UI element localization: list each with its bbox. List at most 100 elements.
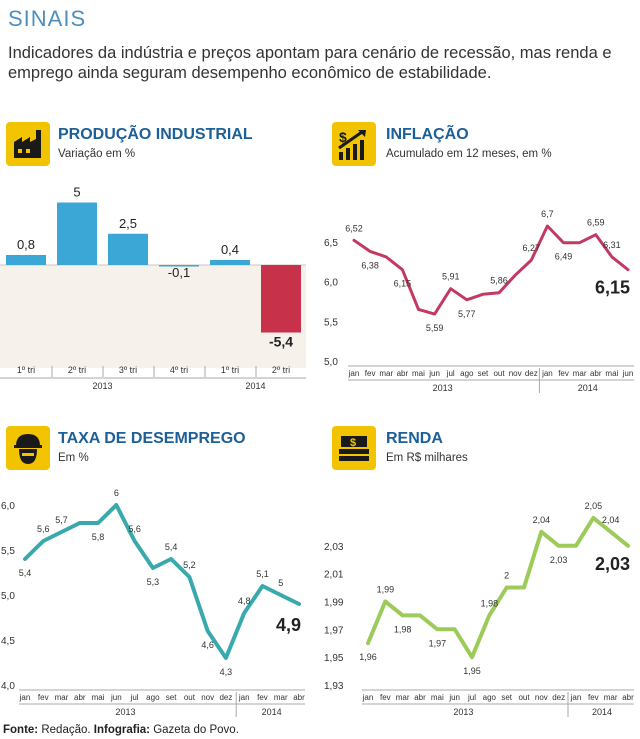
point-label-13: 6,49: [555, 252, 573, 262]
footer-source-label: Fonte:: [3, 724, 39, 736]
y-tick-label-5: 2,03: [324, 542, 344, 553]
x-tick-label-4: mai: [431, 693, 444, 702]
negative-area-bg: [0, 265, 306, 368]
x-tick-label-2: mar: [379, 369, 393, 378]
point-label-14: 2,04: [602, 515, 620, 525]
bar-label-0: 0,8: [17, 237, 35, 252]
inflacao-title: INFLAÇÃO: [386, 126, 469, 143]
x-tick-label-14: mar: [573, 369, 587, 378]
x-tick-label-8: set: [166, 693, 177, 702]
x-tick-label-5: jun: [428, 369, 440, 378]
point-label-6: 5,6: [128, 524, 141, 534]
y-tick-label-4: 2,01: [324, 570, 344, 581]
x-tick-label-9: out: [184, 693, 196, 702]
point-label-2: 5,7: [55, 515, 68, 525]
desemprego-subtitle: Em %: [58, 452, 89, 464]
point-label-5: 6: [114, 488, 119, 498]
x-tick-label-0: jan: [348, 369, 360, 378]
x-tick-label-2: mar: [396, 693, 410, 702]
x-tick-label-1: fev: [380, 693, 391, 702]
category-label-3: 4º tri: [170, 365, 188, 375]
point-label-14: 5: [278, 578, 283, 588]
desemprego-chart: 4,0 4,5 5,0 5,5 6,0 5,4 5,6 5,7 5,8 6 5,6 5,3 5,4 5,2…: [1, 488, 305, 717]
point-label-8: 5,4: [165, 542, 178, 552]
x-tick-label-12: jan: [541, 369, 553, 378]
svg-text:$: $: [339, 129, 347, 145]
point-label-4: 5,8: [92, 532, 105, 542]
point-label-1: 1,99: [377, 584, 395, 594]
x-tick-label-9: out: [493, 369, 505, 378]
x-tick-label-0: jan: [19, 693, 31, 702]
y-tick-label-2: 6,0: [324, 278, 338, 289]
category-label-0: 1º tri: [17, 365, 35, 375]
y-tick-label-3: 1,99: [324, 597, 344, 608]
point-label-11: 6,27: [523, 243, 541, 253]
bar-5: [261, 265, 301, 333]
x-tick-label-13: fev: [588, 693, 599, 702]
point-label-11: 4,3: [220, 667, 233, 677]
money-stack-icon: $: [332, 426, 376, 470]
producao-title: PRODUÇÃO INDUSTRIAL: [58, 126, 253, 143]
x-tick-label-16: mai: [605, 369, 618, 378]
point-label-16: 6,31: [603, 240, 621, 250]
point-label-1: 6,38: [361, 260, 379, 270]
point-label-9: 5,86: [490, 276, 508, 286]
year-label-1: 2014: [262, 707, 282, 717]
bar-4: [210, 260, 250, 265]
y-tick-label-3: 6,5: [324, 238, 338, 249]
year-label-1: 2014: [245, 381, 265, 391]
year-label-0: 2013: [115, 707, 135, 717]
x-tick-label-3: abr: [397, 369, 409, 378]
category-label-2: 3º tri: [119, 365, 137, 375]
x-tick-label-5: jun: [110, 693, 122, 702]
y-tick-label-1: 5,5: [324, 317, 338, 328]
x-tick-label-14: mar: [274, 693, 288, 702]
x-tick-label-9: out: [518, 693, 530, 702]
x-tick-label-10: nov: [535, 693, 548, 702]
point-label-7: 1,98: [481, 598, 499, 608]
y-tick-label-1: 4,5: [1, 636, 15, 647]
x-tick-label-8: set: [501, 693, 512, 702]
x-tick-label-7: ago: [146, 693, 160, 702]
factory-icon: [6, 122, 50, 166]
year-label-0: 2013: [453, 707, 473, 717]
point-label-10: 2,04: [533, 515, 551, 525]
x-tick-label-10: nov: [201, 693, 214, 702]
point-label-8: 2: [504, 571, 509, 581]
x-tick-label-5: jun: [448, 693, 460, 702]
bar-label-5: -5,4: [269, 334, 293, 350]
point-label-15: 6,59: [587, 218, 605, 228]
year-label-0: 2013: [92, 381, 112, 391]
point-label-10: 4,6: [201, 640, 214, 650]
x-tick-label-1: fev: [38, 693, 49, 702]
point-label-6: 5,91: [442, 272, 460, 282]
inflacao-chart: 5,0 5,5 6,0 6,5 6,52 6,38 6,15 5,59 5,91 5,77 5,86…: [324, 209, 634, 393]
page-subtitle: Indicadores da indústria e preços aponta…: [8, 44, 612, 82]
bar-2: [108, 233, 148, 265]
series-line: [352, 224, 630, 316]
x-tick-label-15: abr: [622, 693, 634, 702]
point-label-0: 1,96: [359, 652, 377, 662]
bar-3: [159, 265, 199, 267]
svg-text:$: $: [350, 437, 356, 449]
x-tick-label-6: jul: [467, 693, 476, 702]
category-label-4: 1º tri: [221, 365, 239, 375]
x-tick-label-4: mai: [92, 693, 105, 702]
y-tick-label-3: 5,5: [1, 546, 15, 557]
year-label-0: 2013: [433, 383, 453, 393]
point-label-7: 5,77: [458, 309, 476, 319]
worker-helmet-icon: [6, 426, 50, 470]
y-tick-label-4: 6,0: [1, 501, 15, 512]
series-line: [23, 503, 301, 660]
series-line: [366, 515, 630, 660]
x-tick-label-11: dez: [525, 369, 538, 378]
renda-title: RENDA: [386, 430, 443, 447]
desemprego-title: TAXA DE DESEMPREGO: [58, 430, 246, 447]
x-tick-label-12: jan: [238, 693, 250, 702]
section-title: SINAIS: [8, 6, 87, 31]
x-tick-label-7: ago: [483, 693, 497, 702]
point-label-12: 4,8: [238, 596, 251, 606]
footer-credit-label: Infografia:: [93, 724, 151, 736]
bar-label-1: 5: [73, 185, 80, 200]
x-tick-label-6: jul: [130, 693, 139, 702]
